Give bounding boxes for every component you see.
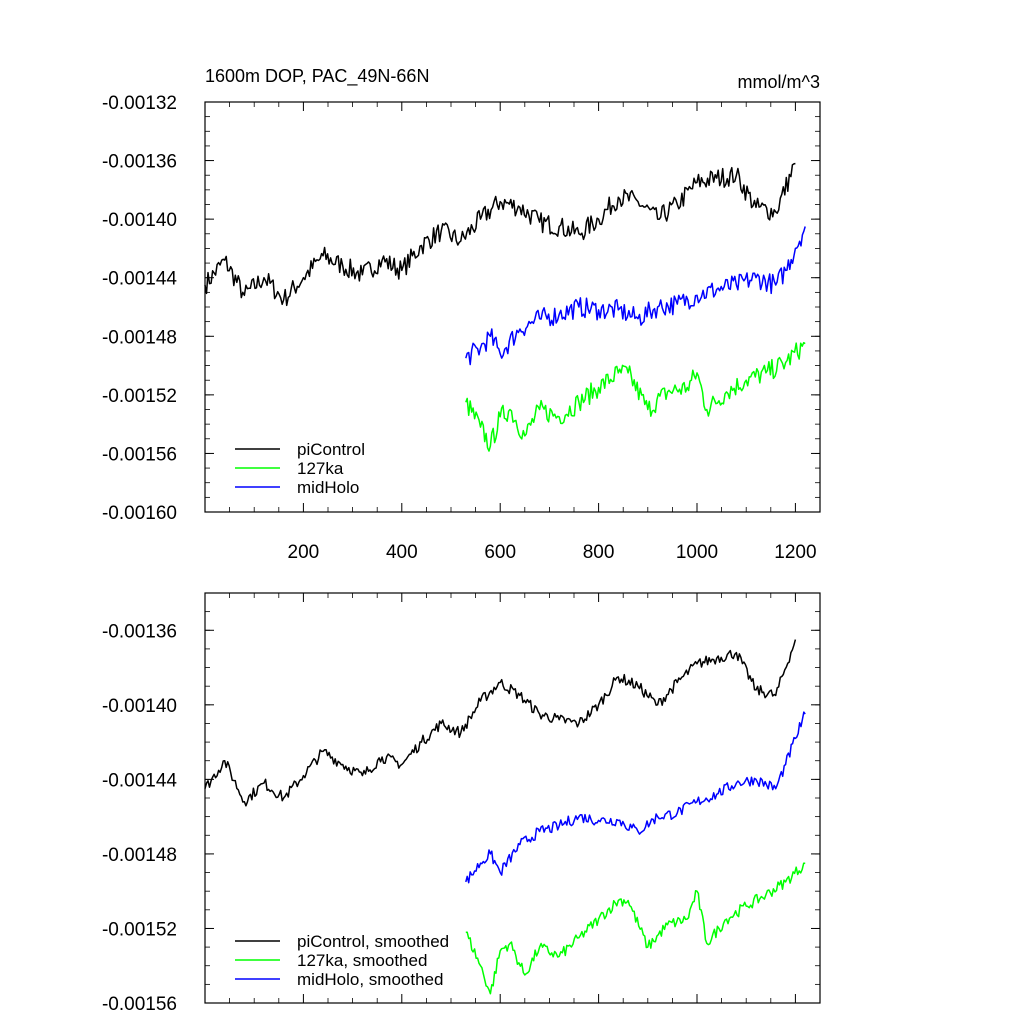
top-axes: -0.00132 -0.00136 -0.00140 -0.00144 -0.00148…: [102, 93, 820, 563]
y-tick-label: -0.00136: [102, 152, 177, 173]
legend-label: piControl, smoothed: [297, 932, 449, 951]
series-line-2: [465, 226, 806, 366]
x-tick-label: 1200: [774, 542, 816, 563]
top-panel: 1600m DOP, PAC_49N-66N mmol/m^3 -0.00132…: [102, 66, 821, 563]
y-tick-label: -0.00132: [102, 93, 177, 114]
bottom-panel: -0.00136 -0.00140 -0.00144 -0.00148 -0.00152…: [102, 592, 821, 1015]
x-tick-label: 800: [583, 542, 615, 563]
x-tick-label: 200: [288, 542, 320, 563]
x-tick-label: 600: [484, 542, 516, 563]
chart-title: 1600m DOP, PAC_49N-66N: [205, 66, 429, 87]
legend-label: midHolo: [297, 478, 359, 497]
y-tick-label: -0.00152: [102, 386, 177, 407]
legend-label: midHolo, smoothed: [297, 970, 443, 989]
series-line-0: [204, 639, 797, 807]
top-series-lines: [204, 162, 806, 452]
bottom-axes: -0.00136 -0.00140 -0.00144 -0.00148 -0.00152…: [102, 592, 820, 1015]
y-tick-label: -0.00160: [102, 503, 177, 524]
y-tick-label: -0.00156: [102, 444, 177, 465]
series-line-2: [465, 711, 806, 884]
x-tick-label: 1000: [676, 542, 718, 563]
legend-label: 127ka: [297, 459, 344, 478]
y-tick-label: -0.00144: [102, 269, 177, 290]
series-line-0: [204, 162, 796, 307]
y-tick-label: -0.00144: [102, 770, 177, 791]
units-label: mmol/m^3: [738, 72, 820, 92]
x-tick-label: 400: [386, 542, 418, 563]
legend-label: 127ka, smoothed: [297, 951, 427, 970]
series-line-1: [465, 862, 806, 995]
y-tick-label: -0.00136: [102, 621, 177, 642]
y-tick-label: -0.00148: [102, 327, 177, 348]
series-line-1: [465, 341, 806, 452]
y-tick-label: -0.00156: [102, 994, 177, 1015]
y-tick-label: -0.00140: [102, 696, 177, 717]
y-tick-label: -0.00140: [102, 210, 177, 231]
y-tick-label: -0.00148: [102, 845, 177, 866]
y-tick-label: -0.00152: [102, 919, 177, 940]
bottom-series-lines: [204, 639, 806, 995]
legend-label: piControl: [297, 440, 365, 459]
